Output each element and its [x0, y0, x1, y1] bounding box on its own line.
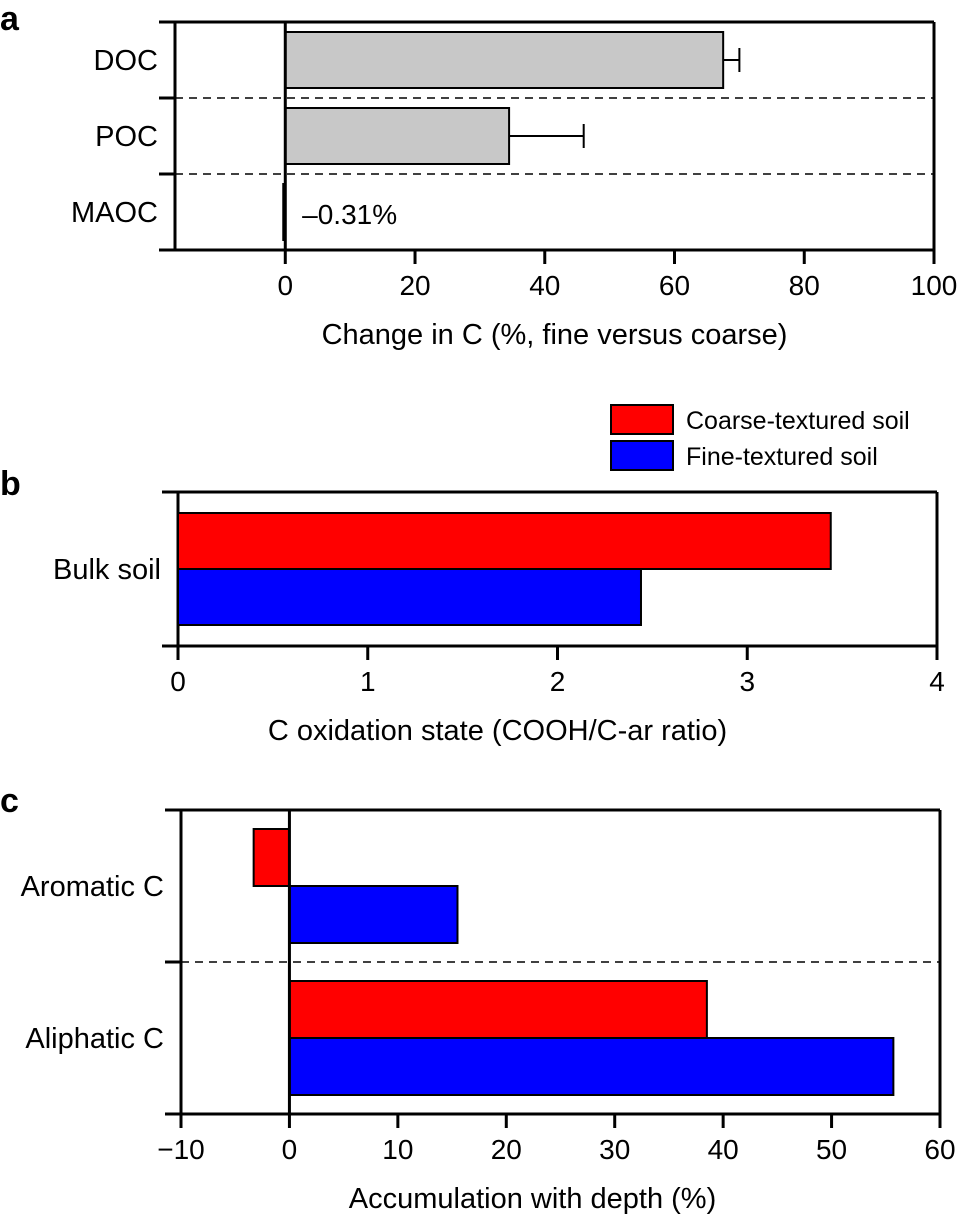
bar-coarse-textured-soil-aromatic-c [252, 828, 291, 887]
x-axis-label: C oxidation state (COOH/C-ar ratio) [268, 715, 727, 747]
x-tick-label: 3 [739, 666, 755, 697]
x-tick-label: 60 [659, 270, 690, 301]
x-tick-label: 2 [550, 666, 566, 697]
panel-b-chart: 0 1 2 3 4 C oxidation state (COOH/C-ar ratio)… [53, 404, 945, 747]
x-tick-label: 0 [282, 1134, 298, 1165]
bar-doc [284, 31, 725, 89]
panel-letter-a: a [0, 0, 20, 38]
bar-coarse-textured-soil-bulk-soil [177, 512, 832, 570]
x-tick-label: 100 [911, 270, 958, 301]
x-tick-label: 30 [599, 1134, 630, 1165]
x-axis-label: Change in C (%, fine versus coarse) [322, 319, 788, 351]
x-tick-label: 1 [360, 666, 376, 697]
x-tick-label: 4 [929, 666, 945, 697]
bar-fine-textured-soil-bulk-soil [177, 568, 642, 626]
x-tick-label: 20 [399, 270, 430, 301]
legend-label-fine-textured-soil: Fine-textured soil [686, 443, 878, 471]
bar-poc [284, 107, 511, 165]
x-tick-label: 40 [708, 1134, 739, 1165]
legend-label-coarse-textured-soil: Coarse-textured soil [686, 407, 910, 435]
category-label-aliphatic-c: Aliphatic C [25, 1023, 164, 1055]
x-tick-label: 10 [382, 1134, 413, 1165]
panel-letter-b: b [0, 465, 21, 503]
legend-swatch-coarse-textured-soil [610, 404, 674, 435]
x-tick-label: 50 [816, 1134, 847, 1165]
bar-fine-textured-soil-aromatic-c [288, 885, 459, 944]
x-tick-label: 20 [491, 1134, 522, 1165]
bar-coarse-textured-soil-aliphatic-c [288, 980, 708, 1039]
panel-a-chart: 0 20 40 60 80 100 Change in C (%, fine versus … [71, 20, 958, 351]
category-label-aromatic-c: Aromatic C [21, 871, 164, 903]
x-tick-label: 0 [277, 270, 293, 301]
bar-fine-textured-soil-aliphatic-c [288, 1037, 895, 1096]
x-axis-label: Accumulation with depth (%) [349, 1183, 717, 1215]
x-tick-label: 40 [529, 270, 560, 301]
category-label-maoc: MAOC [71, 197, 158, 229]
x-tick-label: 80 [789, 270, 820, 301]
x-tick-label: 0 [170, 666, 186, 697]
x-tick-label: −10 [157, 1134, 205, 1165]
legend-swatch-fine-textured-soil [610, 440, 674, 471]
panel-c-chart: −10 0 10 20 30 40 50 60 Accumulation with depth … [21, 808, 956, 1215]
x-tick-label: 60 [924, 1134, 955, 1165]
maoc-annotation: –0.31% [302, 199, 397, 230]
category-label-doc: DOC [94, 45, 158, 77]
panel-letter-c: c [0, 782, 19, 820]
category-label-bulk-soil: Bulk soil [53, 554, 161, 586]
category-label-poc: POC [95, 121, 158, 153]
